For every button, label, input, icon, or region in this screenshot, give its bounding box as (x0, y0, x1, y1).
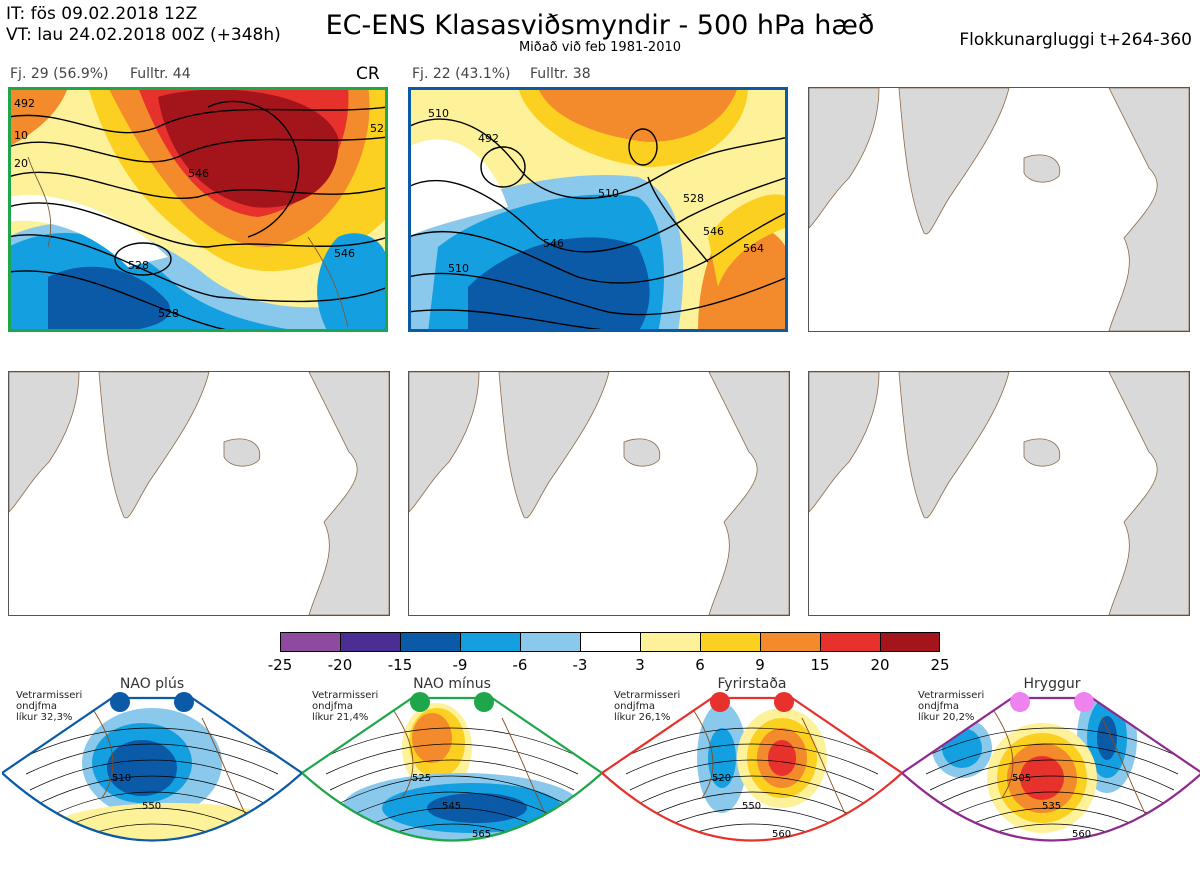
contour-label: 492 (478, 132, 499, 145)
regime-contour-label: 550 (142, 801, 162, 812)
contour-label: 510 (448, 262, 469, 275)
regime-marker-dot (710, 692, 730, 712)
cluster-2-field: 510 492 510 510 528 546 546 564 (408, 87, 788, 332)
regime-marker-dot (1074, 692, 1094, 712)
regime-contour-label: 560 (772, 829, 792, 840)
colorbar-tick: -3 (572, 656, 588, 674)
colorbar-tick: 20 (870, 656, 890, 674)
colorbar-tick: 6 (695, 656, 705, 674)
colorbar-tick: 3 (635, 656, 645, 674)
contour-label: 10 (14, 129, 28, 142)
regime-marker-dot (1010, 692, 1030, 712)
regime-contour-label: 505 (1012, 773, 1032, 784)
valid-time: VT: lau 24.02.2018 00Z (+348h) (6, 25, 281, 45)
contour-label: 528 (128, 259, 149, 272)
header-left: IT: fös 09.02.2018 12Z VT: lau 24.02.201… (6, 4, 281, 46)
regime-note: Vetrarmisseri ondjfma líkur 32,3% (16, 690, 83, 723)
regime-title: NAO plús (119, 676, 185, 692)
colorbar-swatch (700, 632, 760, 652)
colorbar-swatch (640, 632, 700, 652)
contour-label: 546 (703, 225, 724, 238)
colorbar-tick: -20 (327, 656, 353, 674)
colorbar-tick: -25 (267, 656, 293, 674)
regime-contour-label: 510 (112, 773, 132, 784)
contour-label: 510 (598, 187, 619, 200)
colorbar-swatch (280, 632, 340, 652)
empty-map-4 (8, 371, 390, 616)
regime-marker-dot (774, 692, 794, 712)
regime-note: Vetrarmisseri ondjfma líkur 21,4% (312, 690, 379, 723)
colorbar-swatch (520, 632, 580, 652)
colorbar-tick: 25 (930, 656, 950, 674)
colorbar-swatch (400, 632, 460, 652)
contour-label: 510 (428, 107, 449, 120)
colorbar-tick: 15 (810, 656, 830, 674)
page-subtitle: Miðað við feb 1981-2010 (518, 40, 682, 55)
regime-3: Fyrirstaða Vetrarmisseri ondjfma líkur 26,1… (602, 676, 902, 868)
colorbar-tick: -15 (387, 656, 413, 674)
panel-2-rep: Fulltr. 38 (530, 66, 591, 82)
regime-marker-dot (474, 692, 494, 712)
regime-title: Hryggur (1023, 676, 1081, 692)
regime-contour-label: 535 (1042, 801, 1062, 812)
page-title: EC-ENS Klasasviðsmyndir - 500 hPa hæð (325, 10, 875, 41)
regime-marker-dot (174, 692, 194, 712)
regime-1: NAO plús Vetrarmisseri ondjfma líkur 32,3% 5… (2, 676, 302, 868)
panel-2-count: Fj. 22 (43.1%) (412, 66, 511, 82)
colorbar-swatch (820, 632, 880, 652)
regime-marker-dot (110, 692, 130, 712)
regime-contour-label: 560 (1072, 829, 1092, 840)
colorbar-swatch (880, 632, 940, 652)
regime-note: Vetrarmisseri ondjfma líkur 20,2% (918, 690, 985, 723)
regime-note: Vetrarmisseri ondjfma líkur 26,1% (614, 690, 681, 723)
colorbar-swatch (580, 632, 640, 652)
issue-time: IT: fös 09.02.2018 12Z (6, 4, 198, 24)
colorbar-tick: -9 (452, 656, 468, 674)
regime-contour-label: 565 (472, 829, 492, 840)
colorbar-tick: -6 (512, 656, 528, 674)
contour-label: 528 (158, 307, 179, 320)
contour-label: 564 (743, 242, 764, 255)
contour-label: 528 (683, 192, 704, 205)
panel-1-rep: Fulltr. 44 (130, 66, 191, 82)
contour-label: 546 (543, 237, 564, 250)
regime-contour-label: 520 (712, 773, 732, 784)
empty-map-6 (808, 371, 1190, 616)
regime-contour-label: 545 (442, 801, 462, 812)
cluster-2-map: 510 492 510 510 528 546 546 564 (408, 87, 788, 332)
contour-label: 528 (370, 122, 388, 135)
cluster-1-field: 492 10 20 528 546 528 546 528 (8, 87, 388, 332)
panel-1-count: Fj. 29 (56.9%) (10, 66, 109, 82)
regime-title: Fyrirstaða (717, 676, 787, 692)
colorbar-tick: 9 (755, 656, 765, 674)
regime-contour-label: 550 (742, 801, 762, 812)
regime-4: Hryggur Vetrarmisseri ondjfma líkur 20,2% 50… (902, 676, 1200, 868)
regime-title: NAO mínus (413, 676, 491, 692)
contour-label: 546 (334, 247, 355, 260)
contour-label: 492 (14, 97, 35, 110)
colorbar-swatch (760, 632, 820, 652)
contour-label: 20 (14, 157, 28, 170)
cluster-1-map: 492 10 20 528 546 528 546 528 (8, 87, 388, 332)
panel-1-regime-tag: CR (356, 64, 380, 84)
classification-window: Flokkunargluggi t+264-360 (959, 30, 1192, 50)
colorbar-swatch (340, 632, 400, 652)
empty-map-3 (808, 87, 1190, 332)
contour-label: 546 (188, 167, 209, 180)
regime-marker-dot (410, 692, 430, 712)
colorbar-swatch (460, 632, 520, 652)
empty-map-5 (408, 371, 790, 616)
regime-2: NAO mínus Vetrarmisseri ondjfma líkur 21,4%… (302, 676, 602, 868)
regime-contour-label: 525 (412, 773, 432, 784)
